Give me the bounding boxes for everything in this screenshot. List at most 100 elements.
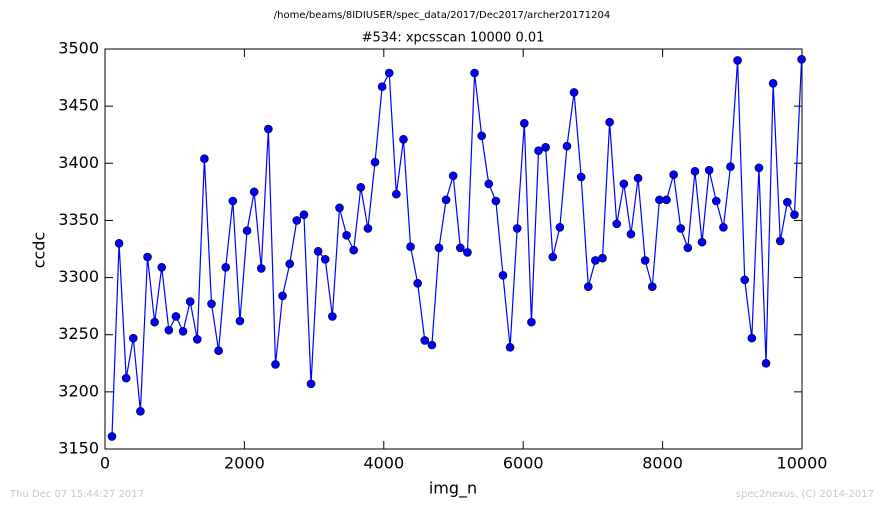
data-point bbox=[356, 182, 366, 192]
data-point bbox=[299, 210, 309, 220]
data-point bbox=[676, 224, 686, 233]
data-point bbox=[598, 253, 607, 263]
x-tick-label: 4000 bbox=[363, 454, 404, 473]
data-point bbox=[562, 141, 572, 151]
data-point bbox=[576, 172, 586, 182]
x-tick-label: 2000 bbox=[224, 454, 265, 473]
data-point bbox=[470, 68, 479, 78]
data-point bbox=[619, 179, 629, 189]
data-point bbox=[655, 195, 664, 205]
data-point bbox=[399, 134, 408, 144]
data-point bbox=[498, 270, 508, 280]
data-point bbox=[128, 333, 138, 343]
data-point bbox=[726, 162, 735, 172]
data-point bbox=[235, 316, 245, 326]
data-point bbox=[313, 246, 323, 256]
data-point bbox=[292, 216, 302, 225]
data-point bbox=[320, 254, 330, 264]
data-point bbox=[164, 325, 174, 335]
data-point bbox=[370, 157, 380, 167]
data-point bbox=[697, 237, 707, 247]
data-point bbox=[640, 256, 650, 265]
data-point bbox=[285, 259, 295, 269]
data-point bbox=[768, 78, 778, 88]
data-point bbox=[662, 195, 671, 205]
chart-title: #534: xpcsscan 10000 0.01 bbox=[362, 31, 545, 46]
footer-right: spec2nexus, (C) 2014-2017 bbox=[736, 489, 874, 500]
data-point bbox=[761, 358, 771, 368]
data-point bbox=[157, 262, 167, 272]
data-point bbox=[420, 336, 430, 345]
data-point bbox=[434, 243, 444, 253]
data-point bbox=[249, 187, 259, 197]
data-point bbox=[171, 312, 181, 321]
data-point bbox=[541, 142, 550, 152]
header: /home/beams/8IDIUSER/spec_data/2017/Dec2… bbox=[274, 10, 610, 21]
y-tick-label: 3500 bbox=[58, 39, 99, 58]
data-point bbox=[107, 432, 117, 441]
data-point bbox=[512, 224, 522, 233]
data-point bbox=[441, 195, 451, 205]
data-point bbox=[271, 360, 280, 369]
data-point bbox=[185, 297, 195, 306]
data-point bbox=[384, 68, 394, 78]
data-point bbox=[583, 282, 593, 292]
data-point bbox=[136, 406, 145, 416]
data-point bbox=[335, 203, 344, 213]
data-point bbox=[406, 242, 415, 252]
data-point bbox=[363, 224, 373, 233]
plot-frame bbox=[104, 48, 803, 450]
data-point bbox=[626, 229, 636, 239]
y-tick-label: 3250 bbox=[58, 324, 99, 343]
x-tick-label: 0 bbox=[100, 454, 110, 473]
data-point bbox=[306, 379, 316, 389]
data-point bbox=[178, 326, 188, 336]
y-tick-label: 3200 bbox=[58, 381, 99, 400]
data-point bbox=[790, 210, 799, 220]
data-point bbox=[456, 243, 465, 253]
data-point bbox=[264, 124, 273, 134]
data-point bbox=[328, 312, 337, 321]
data-point bbox=[534, 146, 543, 156]
data-point bbox=[413, 278, 422, 288]
data-point bbox=[427, 340, 437, 350]
data-point bbox=[647, 282, 657, 292]
data-point bbox=[505, 342, 515, 352]
data-point bbox=[683, 243, 693, 253]
data-point bbox=[392, 189, 401, 199]
data-point bbox=[740, 275, 750, 285]
data-point bbox=[690, 166, 700, 176]
y-tick-label: 3400 bbox=[58, 153, 99, 172]
data-point bbox=[783, 197, 792, 207]
data-point bbox=[591, 256, 600, 265]
x-tick-label: 10000 bbox=[777, 454, 828, 473]
data-point bbox=[747, 333, 757, 343]
data-point bbox=[214, 346, 223, 356]
data-point bbox=[527, 317, 536, 327]
data-point bbox=[711, 196, 721, 206]
y-tick-label: 3450 bbox=[58, 96, 99, 115]
data-point bbox=[491, 196, 501, 206]
data-point bbox=[633, 173, 643, 183]
data-point bbox=[484, 179, 494, 189]
data-point bbox=[569, 88, 579, 97]
data-point bbox=[612, 219, 622, 229]
data-point bbox=[221, 262, 231, 272]
data-point bbox=[733, 56, 742, 65]
data-point bbox=[448, 171, 458, 181]
data-point bbox=[605, 117, 614, 127]
data-point bbox=[278, 291, 287, 301]
data-point bbox=[520, 118, 529, 128]
x-axis-label: img_n bbox=[429, 479, 477, 499]
data-point bbox=[207, 299, 216, 309]
data-point bbox=[256, 264, 266, 273]
data-point bbox=[704, 165, 714, 175]
data-point bbox=[477, 131, 486, 141]
data-point bbox=[342, 230, 351, 240]
data-point bbox=[192, 334, 202, 344]
data-point bbox=[121, 373, 131, 383]
data-point bbox=[143, 252, 152, 262]
data-point bbox=[242, 226, 252, 236]
data-point bbox=[377, 82, 387, 92]
